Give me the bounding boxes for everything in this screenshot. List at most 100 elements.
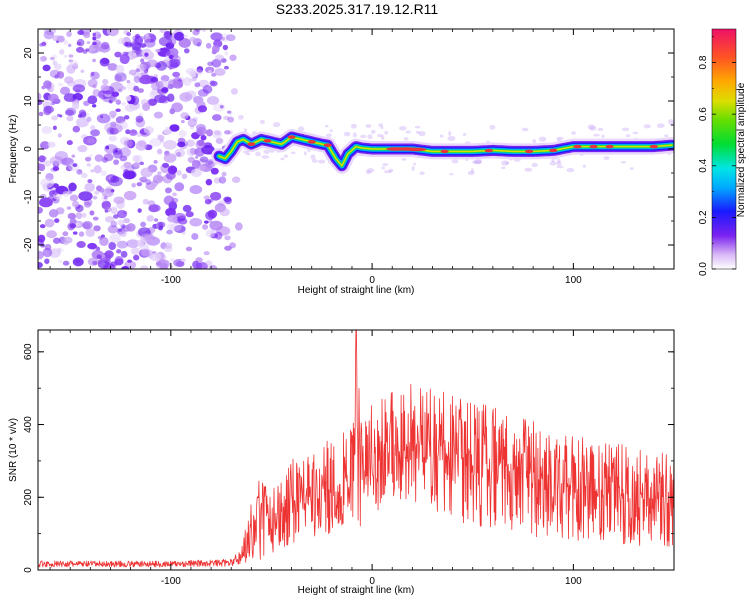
spectrogram-noise-blob	[166, 93, 175, 102]
snr-ytick-label: 400	[23, 416, 34, 433]
spectrogram-noise-blob	[224, 130, 231, 135]
spectrogram-noise-blob	[130, 247, 140, 255]
spectrogram-faint-blob	[531, 162, 538, 168]
spectrogram-noise-blob	[128, 129, 138, 136]
spectrogram-noise-blob	[52, 237, 61, 244]
spectrogram-noise-blob	[102, 78, 109, 85]
spectrogram-noise-blob	[211, 58, 222, 68]
spectrogram-noise-blob	[189, 185, 203, 195]
spectrogram-noise-blob	[58, 259, 63, 264]
spectrogram-noise-blob	[100, 41, 110, 50]
spectrogram-noise-blob	[179, 92, 193, 102]
spectrogram-noise-blob	[191, 233, 199, 240]
spectrogram-noise-blob	[135, 115, 144, 123]
spectrogram-noise-blob	[52, 166, 60, 172]
spectrogram-noise-blob	[44, 258, 50, 264]
spectrogram-noise-blob	[180, 112, 189, 120]
spectrogram-noise-blob	[127, 259, 132, 263]
spectrogram-noise-blob	[116, 249, 122, 254]
spectrogram-xtick-label: -100	[161, 275, 181, 286]
spectrogram-noise-blob	[86, 116, 92, 122]
spectrogram-noise-blob	[183, 48, 190, 54]
spectrogram-noise-blob	[86, 41, 91, 45]
spectrogram-noise-blob	[54, 150, 68, 161]
spectrogram-faint-blob	[261, 155, 270, 159]
spectrogram-noise-blob	[210, 191, 222, 201]
spectrogram-noise-blob	[68, 60, 79, 67]
spectrogram-noise-blob	[103, 196, 108, 200]
spectrogram-noise-blob	[108, 241, 117, 251]
spectrogram-noise-blob	[155, 80, 164, 88]
spectrogram-noise-blob	[97, 235, 103, 240]
spectrogram-noise-blob	[182, 77, 192, 86]
spectrogram-noise-blob	[143, 126, 154, 134]
spectrogram-noise-blob	[92, 89, 100, 97]
spectrogram-noise-blob	[43, 160, 52, 167]
spectrogram-faint-blob	[668, 119, 674, 125]
spectrogram-noise-blob	[169, 222, 182, 232]
spectrogram-noise-blob	[192, 116, 198, 122]
spectrogram-faint-blob	[474, 158, 483, 164]
spectrogram-faint-blob	[259, 119, 265, 124]
spectrogram-noise-blob	[227, 116, 235, 123]
spectrogram-faint-blob	[521, 127, 529, 132]
spectrogram-noise-blob	[111, 91, 120, 97]
spectrogram-noise-blob	[168, 58, 181, 68]
spectrogram-noise-blob	[57, 248, 61, 252]
spectrogram-noise-blob	[84, 156, 92, 162]
spectrogram-faint-blob	[538, 136, 547, 142]
spectrogram-noise-blob	[136, 182, 143, 187]
spectrogram-noise-blob	[123, 169, 129, 173]
spectrogram-noise-blob	[46, 196, 54, 204]
spectrogram-noise-blob	[133, 161, 140, 168]
spectrogram-noise-blob	[110, 95, 117, 102]
spectrogram-noise-blob	[68, 54, 74, 58]
spectrogram-noise-blob	[119, 54, 130, 65]
spectrogram-noise-blob	[149, 137, 162, 147]
spectrogram-noise-blob	[221, 33, 230, 42]
spectrogram-noise-blob	[167, 84, 174, 90]
spectrogram-faint-blob	[360, 134, 367, 139]
spectrogram-noise-blob	[52, 125, 57, 131]
spectrogram-faint-blob	[475, 159, 482, 164]
colorbar-gradient	[711, 28, 737, 270]
spectrogram-noise-blob	[94, 42, 105, 52]
spectrogram-faint-blob	[656, 123, 665, 129]
spectrogram-noise-blob	[63, 40, 69, 45]
spectrogram-noise-blob	[67, 212, 77, 220]
snr-ytick-label: 600	[23, 343, 34, 360]
spectrogram-noise-blob	[185, 211, 194, 218]
spectrogram-noise-blob	[145, 181, 156, 191]
spectrogram-faint-blob	[551, 157, 555, 163]
spectrogram-noise-blob	[214, 231, 223, 240]
spectrogram-faint-blob	[238, 114, 244, 120]
spectrogram-noise-blob	[214, 68, 226, 76]
spectrogram-noise-blob	[132, 155, 140, 162]
spectrogram-noise-blob	[137, 208, 142, 213]
spectrogram-faint-blob	[501, 160, 509, 166]
spectrogram-noise-blob	[43, 30, 55, 40]
spectrogram-noise-blob	[224, 235, 231, 241]
spectrogram-noise-blob	[114, 149, 118, 153]
spectrogram-noise-blob	[167, 165, 178, 175]
spectrogram-faint-blob	[643, 124, 651, 129]
spectrogram-noise-blob	[42, 247, 53, 258]
spectrogram-noise-blob	[206, 129, 213, 137]
spectrogram-noise-blob	[68, 59, 74, 63]
spectrogram-noise-blob	[119, 147, 131, 158]
spectrogram-faint-blob	[412, 162, 417, 166]
spectrogram-noise-blob	[99, 57, 110, 67]
spectrogram-faint-blob	[311, 159, 318, 163]
spectrogram-noise-blob	[205, 178, 213, 186]
spectrogram-faint-blob	[582, 164, 586, 169]
snr-xtick-label: 0	[369, 576, 375, 587]
spectrogram-noise-blob	[110, 121, 117, 127]
spectrogram-noise-blob	[95, 246, 101, 252]
spectrogram-faint-blob	[419, 171, 425, 175]
spectrogram-noise-blob	[92, 260, 98, 265]
spectrogram-hotspot	[440, 149, 449, 154]
spectrogram-noise-blob	[131, 40, 139, 47]
spectrogram-noise-blob	[89, 210, 95, 216]
spectrogram-noise-blob	[41, 56, 48, 61]
